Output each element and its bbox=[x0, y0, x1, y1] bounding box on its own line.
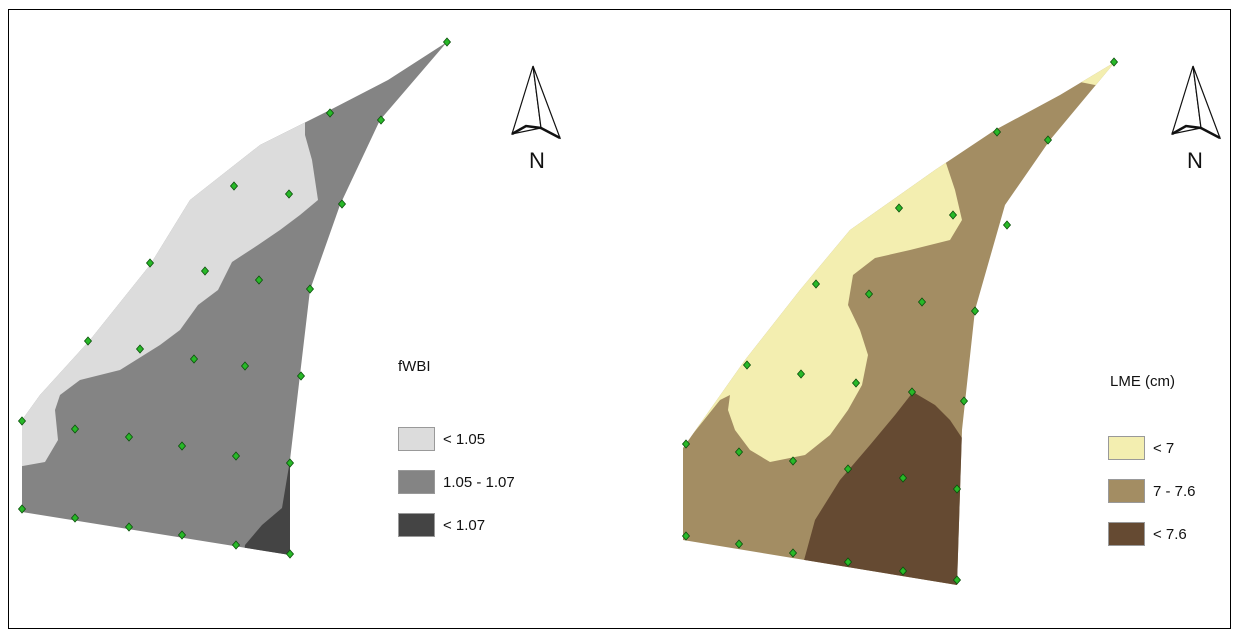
legend-swatch bbox=[398, 513, 435, 537]
legend-label: < 1.07 bbox=[443, 516, 486, 534]
fwbi-sample-points bbox=[17, 37, 452, 559]
legend-title: fWBI bbox=[398, 358, 431, 375]
legend-item: 1.05 - 1.07 bbox=[398, 470, 515, 494]
fwbi-zone-mid bbox=[22, 42, 447, 555]
legend-item: 7 - 7.6 bbox=[1108, 479, 1196, 503]
legend-swatch bbox=[1108, 479, 1145, 503]
legend-swatch bbox=[398, 470, 435, 494]
legend-title: LME (cm) bbox=[1110, 373, 1175, 390]
legend-swatch bbox=[398, 427, 435, 451]
legend-item: < 1.05 bbox=[398, 427, 485, 451]
fwbi-map: N bbox=[17, 37, 562, 559]
legend-item: < 7 bbox=[1108, 436, 1174, 460]
lme-zone-high bbox=[790, 392, 970, 585]
north-arrow-icon bbox=[1171, 65, 1222, 140]
north-arrow-icon bbox=[511, 65, 562, 140]
legend-label: < 7.6 bbox=[1153, 525, 1187, 543]
north-label: N bbox=[1187, 148, 1203, 173]
legend-item: < 1.07 bbox=[398, 513, 485, 537]
legend-item: < 7.6 bbox=[1108, 522, 1187, 546]
lme-zone-low bbox=[1050, 62, 1115, 85]
legend-label: < 1.05 bbox=[443, 430, 486, 448]
legend-label: < 7 bbox=[1153, 439, 1175, 457]
fwbi-zone-high bbox=[240, 460, 300, 555]
lme-sample-points bbox=[681, 57, 1119, 585]
legend-label: 7 - 7.6 bbox=[1153, 482, 1196, 500]
north-label: N bbox=[529, 148, 545, 173]
legend-swatch bbox=[1108, 522, 1145, 546]
legend-swatch bbox=[1108, 436, 1145, 460]
legend-label: 1.05 - 1.07 bbox=[443, 473, 515, 491]
